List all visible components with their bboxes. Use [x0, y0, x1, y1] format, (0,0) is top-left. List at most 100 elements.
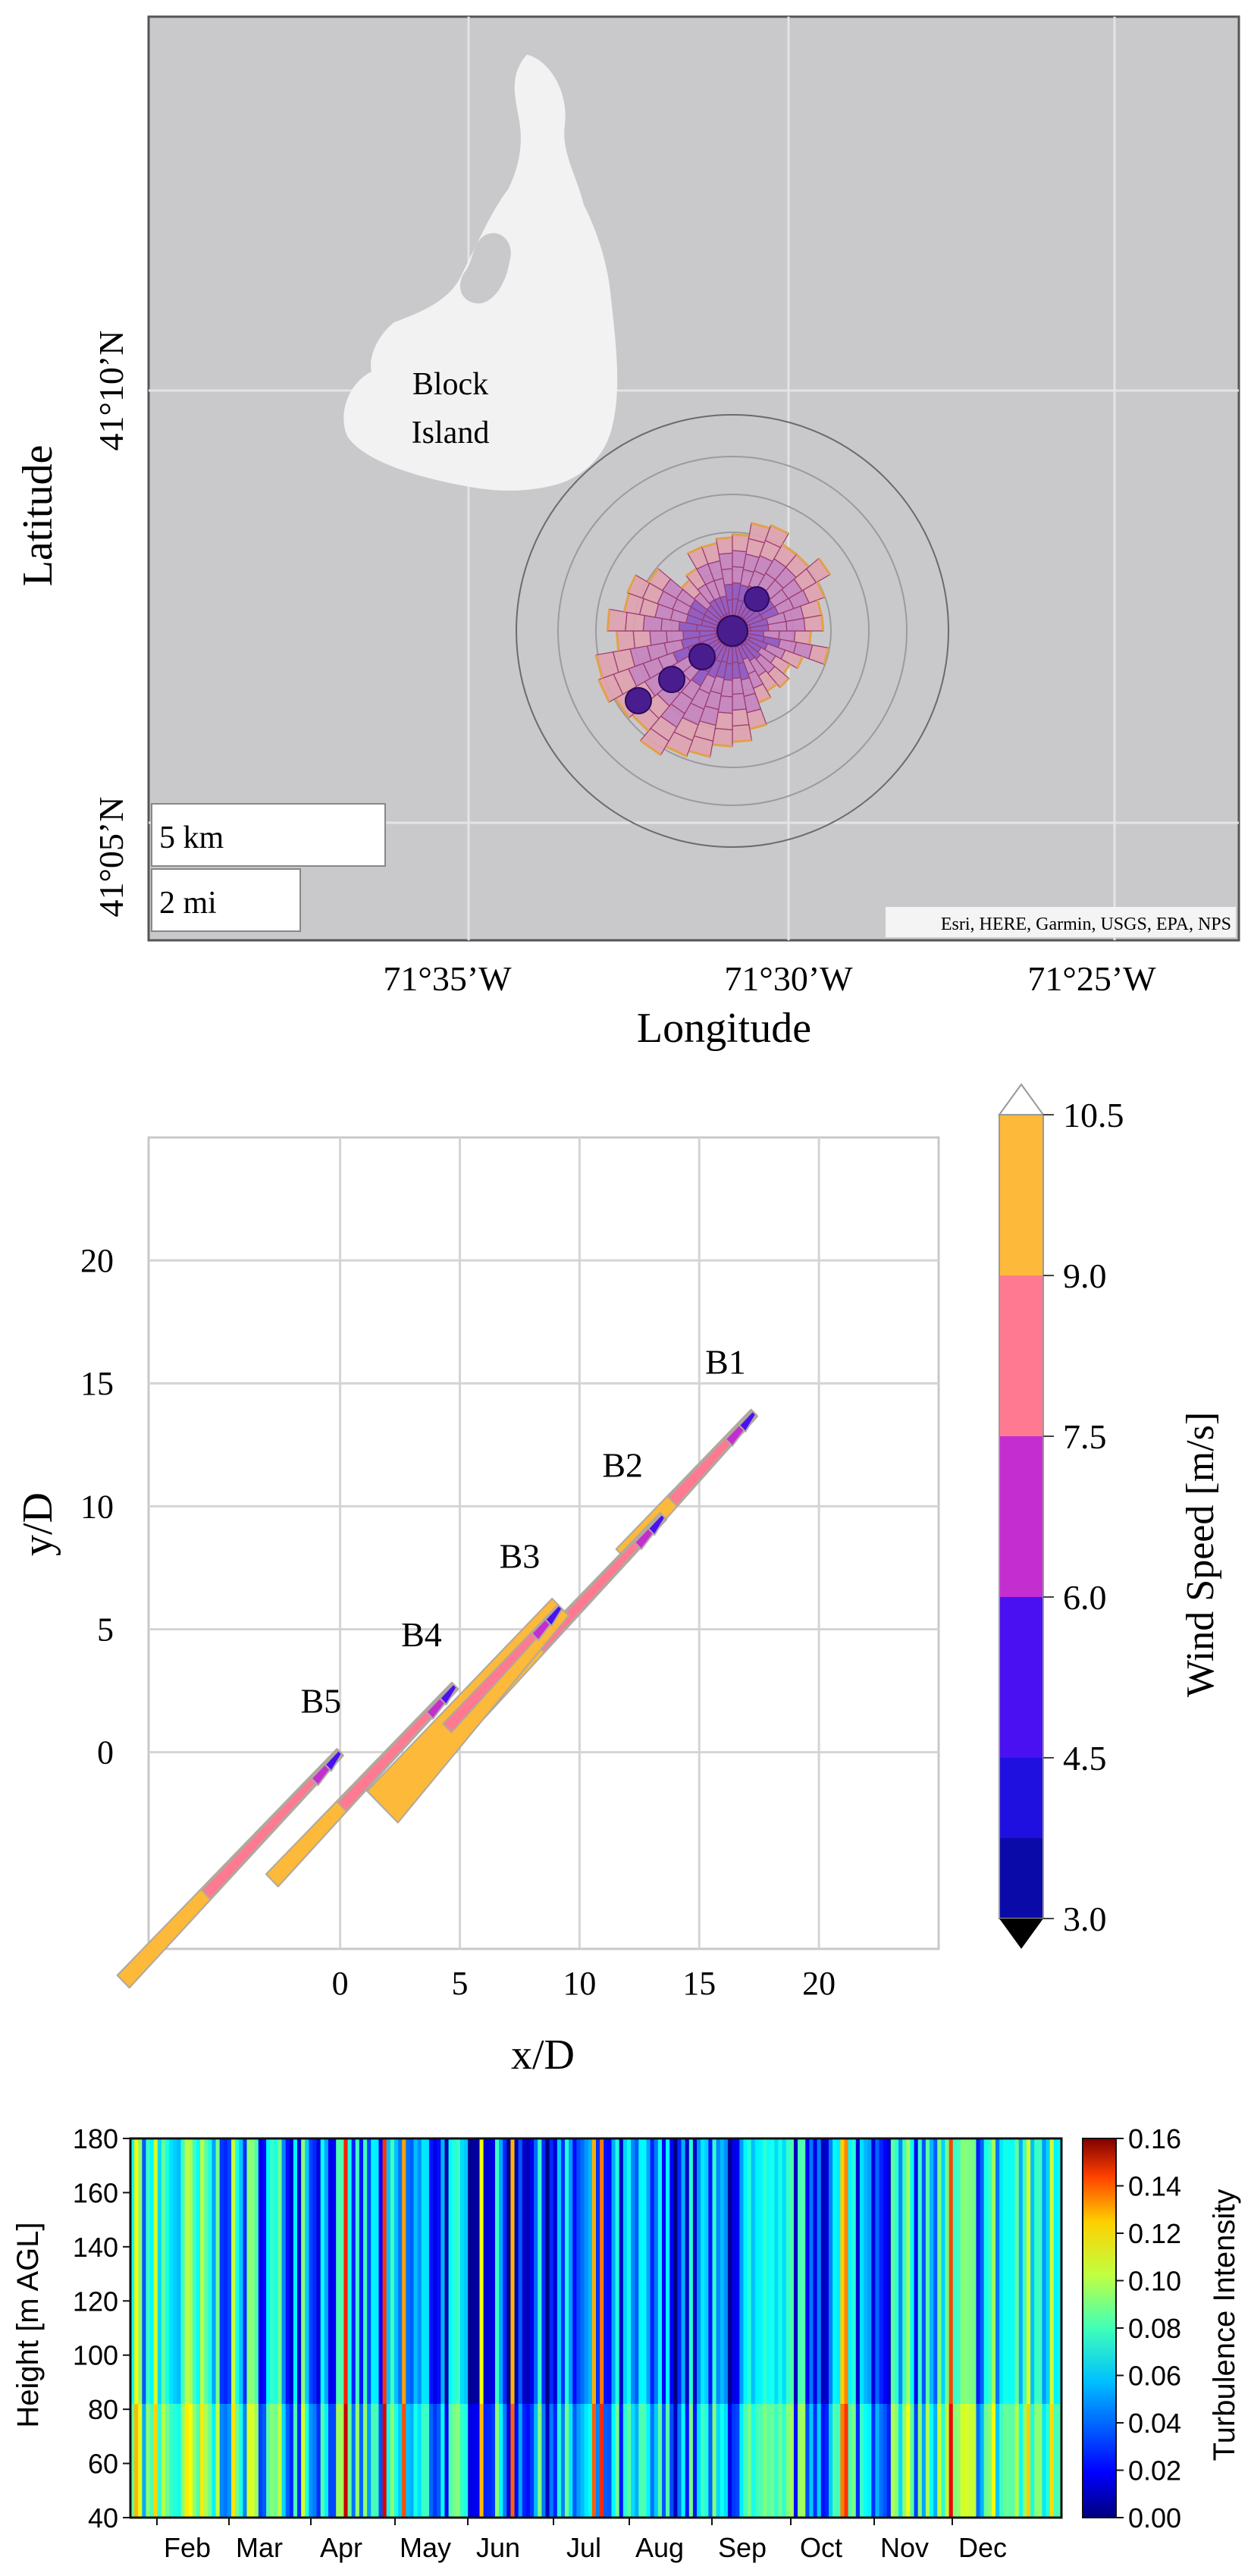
- ti-column-upper: [1057, 2138, 1061, 2404]
- ti-column-lower: [751, 2404, 756, 2518]
- ti-column-lower: [701, 2404, 705, 2518]
- ti-column-lower: [157, 2404, 162, 2518]
- ti-column-upper: [545, 2138, 550, 2404]
- ti-column-lower: [468, 2404, 472, 2518]
- ti-column-lower: [351, 2404, 356, 2518]
- ti-column-lower: [406, 2404, 410, 2518]
- ti-column-lower: [491, 2404, 496, 2518]
- ti-column-upper: [859, 2138, 864, 2404]
- ti-column-lower: [995, 2404, 1000, 2518]
- ti-column-lower: [840, 2404, 845, 2518]
- ti-column-upper: [343, 2138, 349, 2404]
- ti-column-lower: [677, 2404, 682, 2518]
- ti-column-upper: [142, 2138, 147, 2404]
- ti-column-upper: [666, 2138, 670, 2404]
- ti-column-upper: [626, 2138, 632, 2404]
- ti-column-lower: [956, 2404, 961, 2518]
- colorbar-segment: [999, 1758, 1043, 1838]
- ti-column-lower: [301, 2404, 306, 2518]
- ti-column-upper: [239, 2138, 243, 2404]
- ti-column-upper: [747, 2138, 752, 2404]
- ti-column-lower: [289, 2404, 294, 2518]
- ti-column-lower: [782, 2404, 787, 2518]
- ti-column-upper: [549, 2138, 554, 2404]
- ti-column-lower: [855, 2404, 861, 2518]
- colorbar-tick-label: 4.5: [1063, 1739, 1107, 1777]
- colorbar-tick-label: 9.0: [1063, 1257, 1107, 1295]
- ti-column-upper: [246, 2138, 252, 2404]
- ti-column-lower: [813, 2404, 818, 2518]
- ti-column-upper: [778, 2138, 783, 2404]
- ti-column-lower: [906, 2404, 911, 2518]
- ti-column-lower: [173, 2404, 177, 2518]
- ti-column-upper: [1049, 2138, 1055, 2404]
- ti-column-lower: [169, 2404, 174, 2518]
- ti-column-upper: [723, 2138, 729, 2404]
- ti-column-upper: [340, 2138, 345, 2404]
- ti-column-upper: [1030, 2138, 1035, 2404]
- ti-column-upper: [657, 2138, 663, 2404]
- ti-column-upper: [557, 2138, 562, 2404]
- ti-column-lower: [165, 2404, 170, 2518]
- wake-x-tick: 5: [451, 1965, 468, 2002]
- colorbar-tick-label: 3.0: [1063, 1900, 1107, 1938]
- ti-column-upper: [499, 2138, 503, 2404]
- ti-column-lower: [375, 2404, 380, 2518]
- ti-column-lower: [212, 2404, 217, 2518]
- ti-column-upper: [875, 2138, 880, 2404]
- ti-column-lower: [631, 2404, 635, 2518]
- ti-column-upper: [534, 2138, 538, 2404]
- ti-column-upper: [615, 2138, 620, 2404]
- ti-column-lower: [534, 2404, 538, 2518]
- ti-column-lower: [727, 2404, 732, 2518]
- ti-column-upper: [840, 2138, 845, 2404]
- ti-column-upper: [864, 2138, 868, 2404]
- ti-column-upper: [604, 2138, 608, 2404]
- rose-sector-edge: [606, 609, 611, 632]
- ti-column-upper: [538, 2138, 542, 2404]
- ti-column-upper: [514, 2138, 519, 2404]
- ti-column-lower: [332, 2404, 337, 2518]
- ti-column-upper: [925, 2138, 930, 2404]
- rose-sector-edge: [639, 739, 662, 756]
- ti-column-upper: [805, 2138, 810, 2404]
- ti-x-tick-label: Feb: [164, 2532, 211, 2563]
- rose-segment: [597, 673, 624, 703]
- island-label-line1: Block: [412, 367, 488, 402]
- ti-column-upper: [879, 2138, 884, 2404]
- ti-column-upper: [522, 2138, 527, 2404]
- ti-column-upper: [149, 2138, 155, 2404]
- wake-x-tick: 20: [802, 1965, 836, 2002]
- ti-column-lower: [398, 2404, 403, 2518]
- ti-column-lower: [968, 2404, 973, 2518]
- ti-column-upper: [146, 2138, 151, 2404]
- ti-column-upper: [983, 2138, 989, 2404]
- wake-x-axis-label: x/D: [511, 2032, 575, 2079]
- ti-colorbar-tick-label: 0.12: [1128, 2218, 1181, 2249]
- colorbar-segment: [999, 1436, 1043, 1597]
- wake-x-tick: 15: [682, 1965, 716, 2002]
- ti-y-tick-label: 180: [73, 2123, 118, 2154]
- rose-sector-edge: [796, 656, 804, 670]
- ti-column-lower: [204, 2404, 208, 2518]
- ti-column-lower: [654, 2404, 659, 2518]
- ti-column-lower: [336, 2404, 340, 2518]
- scale-bar-mi: 2 mi: [151, 868, 301, 932]
- ti-column-lower: [983, 2404, 989, 2518]
- ti-column-lower: [798, 2404, 802, 2518]
- ti-column-upper: [266, 2138, 271, 2404]
- ti-column-upper: [980, 2138, 985, 2404]
- ti-column-lower: [657, 2404, 663, 2518]
- ti-column-upper: [770, 2138, 775, 2404]
- ti-column-lower: [409, 2404, 415, 2518]
- ti-column-upper: [169, 2138, 174, 2404]
- ti-column-upper: [677, 2138, 682, 2404]
- ti-column-upper: [483, 2138, 488, 2404]
- ti-column-lower: [1003, 2404, 1008, 2518]
- ti-column-upper: [254, 2138, 259, 2404]
- rose-sector-edge: [749, 723, 767, 730]
- ti-column-upper: [301, 2138, 306, 2404]
- ti-column-lower: [359, 2404, 364, 2518]
- ti-column-lower: [425, 2404, 430, 2518]
